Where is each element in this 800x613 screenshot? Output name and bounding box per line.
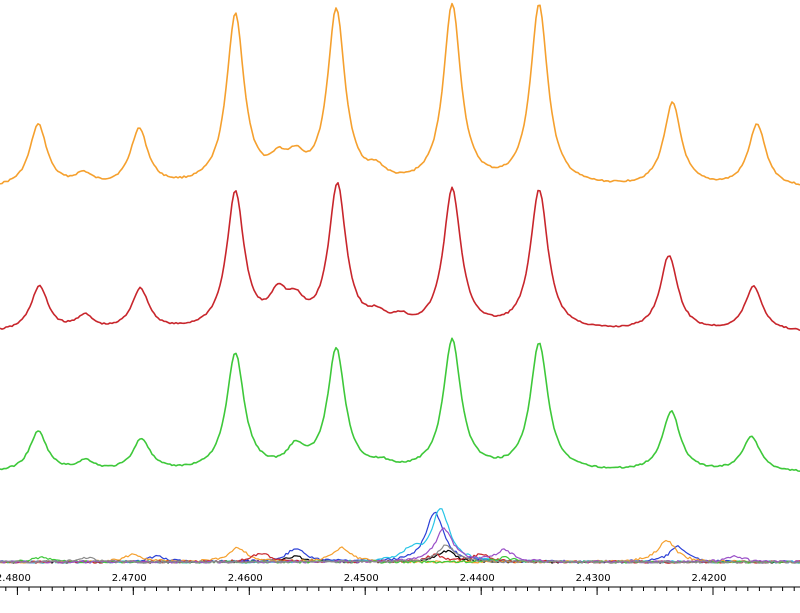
baseline-trace-8 (0, 544, 800, 564)
x-axis-tick-labels: 2.4800 2.4700 2.4600 2.4500 2.4400 2.4300 2.42… (0, 573, 727, 584)
x-tick-label: 2.4500 (344, 573, 379, 584)
x-axis-major-ticks (16, 587, 714, 595)
x-tick-label: 2.4800 (0, 573, 31, 584)
x-tick-label: 2.4600 (228, 573, 263, 584)
x-tick-label: 2.4200 (692, 573, 727, 584)
x-tick-label: 2.4400 (460, 573, 495, 584)
series-trace-2 (0, 182, 800, 332)
baseline-trace-group (0, 508, 800, 564)
x-axis: 2.4800 2.4700 2.4600 2.4500 2.4400 2.4300 2.42… (0, 573, 800, 595)
series-trace-3 (0, 337, 800, 472)
trace-group (0, 2, 800, 472)
x-axis-minor-ticks (5, 587, 795, 591)
baseline-trace-2 (0, 511, 800, 564)
series-trace-1 (0, 2, 800, 186)
x-tick-label: 2.4300 (576, 573, 611, 584)
baseline-trace-3 (0, 508, 800, 564)
x-tick-label: 2.4700 (112, 573, 147, 584)
